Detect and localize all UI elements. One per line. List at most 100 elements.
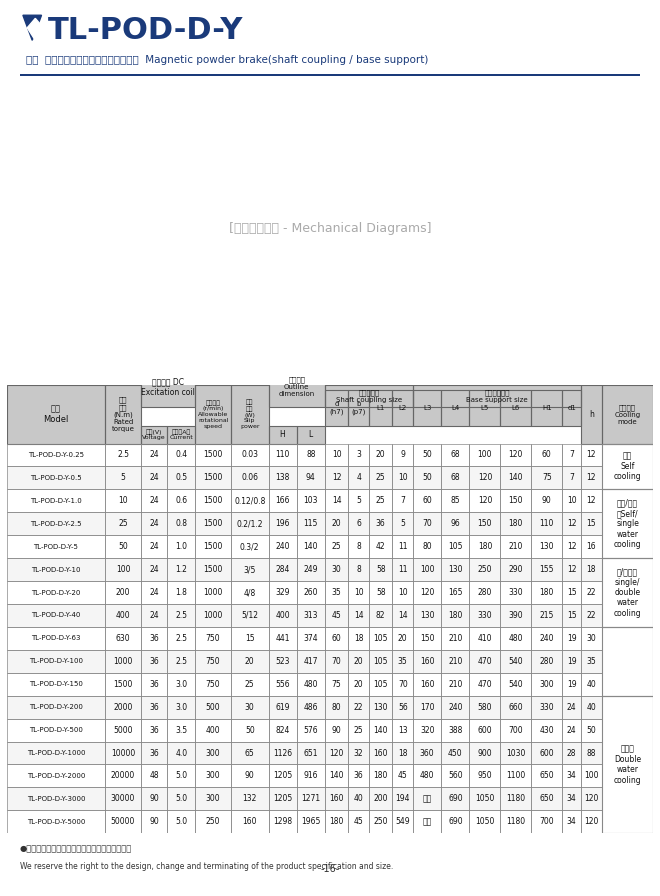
Bar xyxy=(393,673,413,695)
Bar xyxy=(413,695,442,719)
Bar xyxy=(602,627,653,695)
Bar xyxy=(442,650,469,673)
Text: 12: 12 xyxy=(587,451,596,460)
Text: 45: 45 xyxy=(398,771,408,780)
Bar xyxy=(105,764,141,788)
Bar xyxy=(562,444,581,467)
Bar xyxy=(581,764,602,788)
Text: 150: 150 xyxy=(420,633,434,643)
Text: 13: 13 xyxy=(398,726,408,735)
Bar xyxy=(369,390,393,426)
Bar xyxy=(581,673,602,695)
Bar xyxy=(602,695,653,833)
Bar xyxy=(469,390,500,426)
Bar xyxy=(195,467,231,489)
Bar xyxy=(167,467,195,489)
Text: 20: 20 xyxy=(354,680,364,689)
Text: 68: 68 xyxy=(451,451,460,460)
Bar xyxy=(531,390,562,426)
Bar xyxy=(167,604,195,627)
Bar xyxy=(231,444,269,467)
Bar xyxy=(469,627,500,650)
Bar xyxy=(297,627,325,650)
Bar xyxy=(167,673,195,695)
Text: 36: 36 xyxy=(376,520,385,529)
Bar xyxy=(297,513,325,535)
Bar xyxy=(469,513,500,535)
Bar xyxy=(469,535,500,558)
Text: 160: 160 xyxy=(242,817,257,826)
Bar xyxy=(581,742,602,764)
Bar xyxy=(231,385,269,444)
Bar xyxy=(531,650,562,673)
Bar xyxy=(167,673,195,695)
Bar xyxy=(269,627,297,650)
Bar xyxy=(195,489,231,513)
Text: 576: 576 xyxy=(304,726,318,735)
Text: 36: 36 xyxy=(149,726,159,735)
Bar xyxy=(231,788,269,810)
Bar xyxy=(413,558,442,582)
Bar xyxy=(413,513,442,535)
Bar xyxy=(393,650,413,673)
Bar xyxy=(325,650,348,673)
Bar xyxy=(602,444,653,489)
Bar xyxy=(195,673,231,695)
Bar xyxy=(297,558,325,582)
Bar xyxy=(269,535,297,558)
Bar xyxy=(469,764,500,788)
Bar xyxy=(325,489,348,513)
Polygon shape xyxy=(23,15,42,40)
Bar xyxy=(500,742,531,764)
Bar xyxy=(141,742,167,764)
Bar xyxy=(500,390,531,426)
Bar xyxy=(325,604,348,627)
Text: 90: 90 xyxy=(332,726,341,735)
Bar xyxy=(269,788,297,810)
Text: 1050: 1050 xyxy=(475,817,494,826)
Text: 機座支撐尺寸
Base support size: 機座支撐尺寸 Base support size xyxy=(466,390,528,403)
Bar xyxy=(393,719,413,742)
Bar xyxy=(469,390,500,426)
Text: 24: 24 xyxy=(149,520,159,529)
Bar xyxy=(167,558,195,582)
Bar xyxy=(442,489,469,513)
Bar xyxy=(369,673,393,695)
Bar xyxy=(531,467,562,489)
Bar xyxy=(269,513,297,535)
Text: 630: 630 xyxy=(115,633,130,643)
Text: 85: 85 xyxy=(451,496,460,505)
Bar xyxy=(393,627,413,650)
Bar xyxy=(231,673,269,695)
Bar xyxy=(531,489,562,513)
Text: 35: 35 xyxy=(398,657,408,666)
Bar xyxy=(562,558,581,582)
Text: 30000: 30000 xyxy=(111,795,135,804)
Bar xyxy=(413,489,442,513)
Bar xyxy=(393,742,413,764)
Bar xyxy=(167,695,195,719)
Bar xyxy=(442,582,469,604)
Bar xyxy=(442,390,469,426)
Text: 6: 6 xyxy=(356,520,361,529)
Text: 103: 103 xyxy=(304,496,318,505)
Bar xyxy=(469,810,500,833)
Bar xyxy=(141,558,167,582)
Bar xyxy=(469,673,500,695)
Bar xyxy=(105,788,141,810)
Bar xyxy=(195,444,231,467)
Bar xyxy=(369,467,393,489)
Bar xyxy=(531,604,562,627)
Bar xyxy=(369,810,393,833)
Text: 500: 500 xyxy=(206,702,220,711)
Bar xyxy=(413,719,442,742)
Bar xyxy=(7,385,105,444)
Bar xyxy=(105,627,141,650)
Bar xyxy=(105,489,141,513)
Bar xyxy=(141,444,167,467)
Bar xyxy=(562,627,581,650)
Bar xyxy=(413,385,581,408)
Bar xyxy=(500,444,531,467)
Bar xyxy=(369,604,393,627)
Bar xyxy=(105,650,141,673)
